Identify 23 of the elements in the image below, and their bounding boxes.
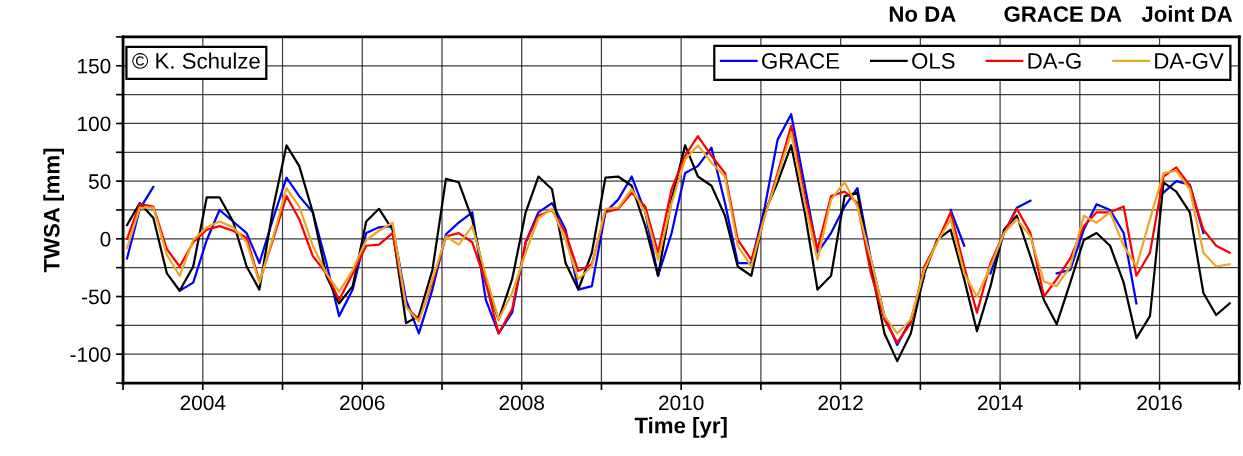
x-tick-label: 2008 — [499, 395, 544, 411]
x-tick-label: 2016 — [1137, 395, 1182, 411]
text: GRACE DA — [1004, 6, 1122, 22]
x-axis-title: Time [yr] — [634, 417, 727, 438]
y-tick-label: 50 — [88, 174, 111, 189]
y-tick-label: -50 — [82, 289, 111, 305]
y-tick-label: 100 — [78, 116, 111, 132]
y-axis-title: TWSA [mm] — [43, 148, 64, 273]
legend-label: OLS — [912, 53, 955, 69]
y-tick-label: 150 — [78, 58, 111, 74]
x-tick-label: 2006 — [340, 395, 385, 411]
legend-label: DA-GV — [1155, 53, 1224, 69]
text: Joint DA — [1141, 5, 1233, 22]
x-tick-label: 2010 — [659, 395, 704, 411]
legend-label: DA-G — [1028, 53, 1081, 69]
y-tick-label: -100 — [70, 347, 111, 362]
text: No DA — [889, 6, 956, 22]
legend-label: GRACE — [762, 53, 840, 69]
x-tick-label: 2004 — [180, 395, 226, 411]
x-tick-label: 2012 — [818, 395, 863, 411]
y-tick-label: 0 — [100, 231, 111, 247]
x-tick-label: 2014 — [977, 395, 1023, 411]
annotation: © K. Schulze — [132, 52, 260, 69]
